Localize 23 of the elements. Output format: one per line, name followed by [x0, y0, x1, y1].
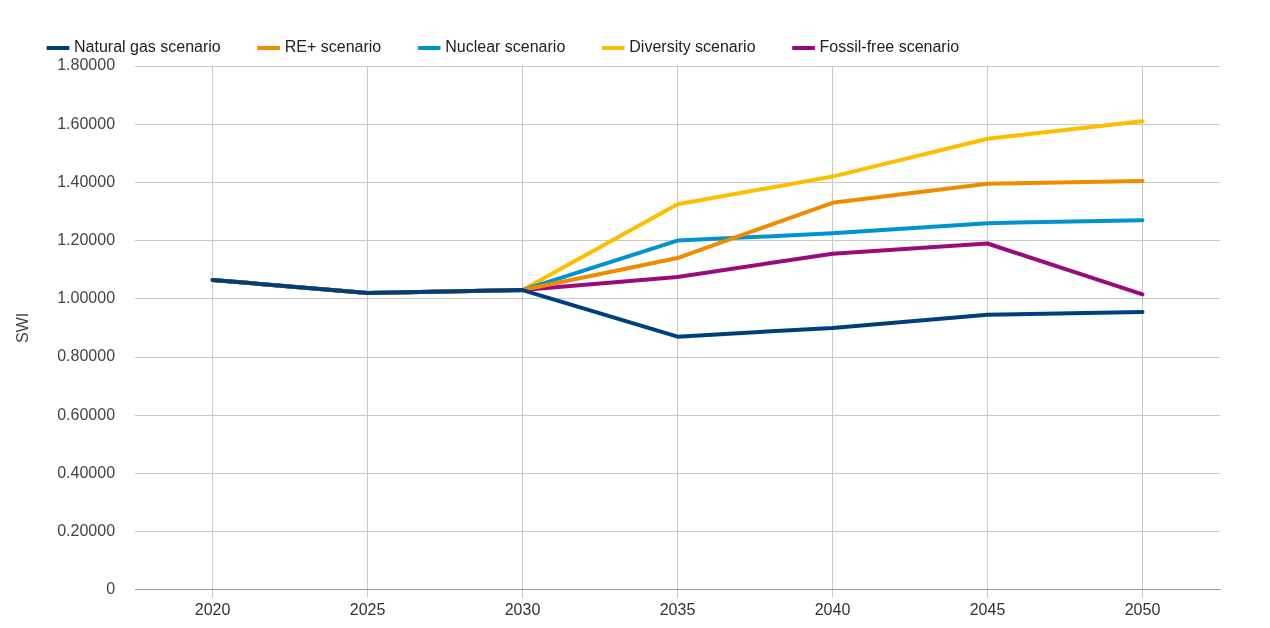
x-tick-label: 2035 — [659, 600, 696, 618]
y-tick-label: 0.80000 — [57, 347, 116, 365]
y-axis-title: SWI — [14, 312, 32, 344]
legend-label: RE+ scenario — [284, 38, 382, 56]
legend-label: Natural gas scenario — [74, 38, 221, 56]
y-tick-label: 0.40000 — [57, 463, 116, 481]
x-tick-label: 2045 — [969, 600, 1006, 618]
x-tick-label: 2025 — [349, 600, 386, 618]
legend-label: Diversity scenario — [629, 38, 756, 56]
legend-label: Nuclear scenario — [445, 38, 566, 56]
x-tick-label: 2020 — [194, 600, 231, 618]
y-tick-label: 0.20000 — [57, 522, 116, 540]
y-tick-label: 1.40000 — [57, 172, 116, 190]
x-tick-label: 2030 — [504, 600, 541, 618]
y-tick-label: 1.60000 — [57, 114, 116, 132]
x-tick-label: 2040 — [814, 600, 851, 618]
x-tick-label: 2050 — [1124, 600, 1161, 618]
y-tick-label: 0.60000 — [57, 405, 116, 423]
y-tick-label: 1.20000 — [57, 231, 116, 249]
y-tick-label: 1.00000 — [57, 289, 116, 307]
legend-label: Fossil-free scenario — [819, 38, 960, 56]
y-tick-label: 0 — [106, 580, 116, 598]
y-tick-label: 1.80000 — [57, 56, 116, 74]
